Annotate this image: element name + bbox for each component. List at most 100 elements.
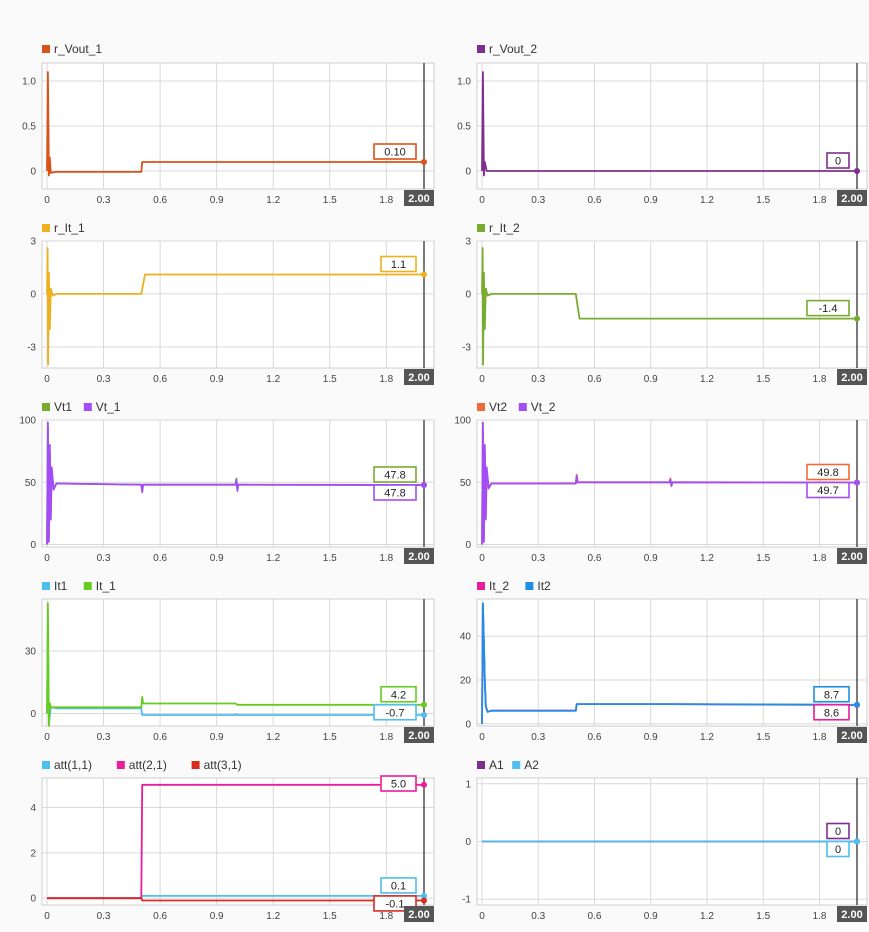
- plot-area[interactable]: [476, 598, 868, 727]
- x-tick-label: 0.3: [97, 732, 111, 743]
- series-line: [481, 247, 857, 366]
- legend-swatch: [477, 582, 485, 590]
- series-end-marker: [421, 892, 427, 899]
- legend-label[interactable]: r_Vout_1: [54, 42, 102, 56]
- legend-swatch: [42, 582, 50, 590]
- x-tick-label: 1.8: [379, 732, 393, 743]
- legend-label[interactable]: Vt_2: [531, 400, 556, 414]
- value-label-box: [826, 840, 850, 858]
- legend-label[interactable]: r_Vout_2: [489, 42, 537, 56]
- x-tick-label: 0.6: [588, 732, 602, 743]
- legend-label[interactable]: It1: [54, 579, 68, 593]
- value-label-box: [806, 299, 850, 317]
- value-label-box: [813, 685, 850, 703]
- value-label: 8.6: [824, 707, 839, 719]
- x-tick-label: 0.9: [210, 374, 224, 385]
- x-tick-label: 1.2: [266, 195, 280, 206]
- x-tick-label: 1.8: [379, 374, 393, 385]
- y-tick-label: 0: [465, 837, 471, 848]
- legend-label[interactable]: A1: [489, 758, 504, 772]
- series-line: [46, 602, 424, 727]
- legend-swatch: [477, 45, 485, 53]
- x-tick-label: 1.5: [756, 553, 770, 564]
- x-tick-label: 1.5: [756, 195, 770, 206]
- x-tick-label: 0: [44, 732, 50, 743]
- series-line: [46, 71, 424, 177]
- value-label-box: [373, 484, 417, 501]
- x-tick-label: 0.3: [97, 911, 111, 922]
- cursor-readout: 2.00: [408, 909, 429, 921]
- series-end-marker: [421, 781, 427, 788]
- legend-swatch: [518, 403, 527, 411]
- cursor-readout-box: [404, 548, 434, 564]
- value-label: 4.2: [391, 689, 406, 701]
- y-tick-label: 0: [30, 894, 36, 905]
- legend-label[interactable]: att(3,1): [204, 758, 242, 772]
- x-tick-label: 0: [44, 911, 50, 922]
- y-tick-label: 4: [30, 803, 36, 814]
- series-line: [481, 421, 858, 545]
- x-tick-label: 0.3: [97, 374, 111, 385]
- value-label: 49.8: [817, 467, 838, 479]
- y-tick-label: 100: [454, 416, 471, 427]
- x-tick-label: 1.8: [813, 374, 827, 385]
- cursor-readout: 2.00: [841, 551, 862, 563]
- cursor-readout-box: [837, 190, 867, 206]
- x-tick-label: 1.5: [756, 732, 770, 743]
- series-end-marker: [421, 271, 427, 278]
- x-tick-label: 0: [479, 195, 485, 206]
- x-tick-label: 1.2: [266, 732, 280, 743]
- y-tick-label: 0: [30, 167, 36, 178]
- legend-label[interactable]: It_1: [96, 579, 116, 593]
- y-tick-label: 0: [465, 540, 471, 551]
- series-end-marker: [421, 701, 427, 708]
- legend-label[interactable]: r_It_1: [54, 221, 85, 235]
- y-tick-label: 3: [465, 237, 471, 248]
- value-label: 5.0: [391, 779, 406, 791]
- x-tick-label: 0: [44, 553, 50, 564]
- cursor-readout: 2.00: [408, 372, 429, 384]
- plot-area[interactable]: [41, 777, 435, 906]
- x-tick-label: 1.8: [813, 553, 827, 564]
- y-tick-label: 0.5: [22, 122, 36, 133]
- x-tick-label: 0: [479, 553, 485, 564]
- value-label-box: [380, 255, 417, 273]
- plot-8: It_2 It2 0 0.3 0.6 0.9 1.2 1.5 1.8 40 20 0 8.7 8.62.0…: [460, 579, 868, 743]
- value-label: -1.4: [819, 303, 838, 315]
- x-tick-label: 0: [44, 195, 50, 206]
- x-tick-label: 1.2: [266, 553, 280, 564]
- value-label: -0.7: [386, 707, 405, 719]
- legend-label[interactable]: It_2: [489, 579, 509, 593]
- legend-label[interactable]: Vt1: [54, 400, 72, 414]
- cursor-readout-box: [837, 906, 867, 922]
- value-label-box: [373, 143, 417, 160]
- legend-swatch: [116, 761, 125, 769]
- y-tick-label: 2: [30, 848, 36, 859]
- value-label-box: [380, 877, 417, 894]
- legend-label[interactable]: att(1,1): [54, 758, 92, 772]
- y-tick-label: 40: [460, 632, 472, 643]
- legend-swatch: [42, 224, 50, 232]
- x-tick-label: 0: [479, 374, 485, 385]
- y-tick-label: 0.5: [457, 122, 471, 133]
- plot-area[interactable]: [41, 240, 435, 369]
- y-tick-label: 0: [30, 709, 36, 720]
- x-tick-label: 0.6: [153, 911, 167, 922]
- legend-swatch: [477, 761, 485, 769]
- legend-label[interactable]: It2: [537, 579, 551, 593]
- cursor-readout: 2.00: [841, 730, 862, 742]
- legend-label[interactable]: r_It_2: [489, 221, 520, 235]
- cursor-readout: 2.00: [408, 193, 429, 205]
- series-line: [47, 897, 424, 902]
- x-tick-label: 0.9: [210, 911, 224, 922]
- legend-label[interactable]: Vt2: [489, 400, 507, 414]
- legend-label[interactable]: A2: [524, 758, 539, 772]
- legend-label[interactable]: Vt_1: [96, 400, 121, 414]
- y-tick-label: 50: [460, 478, 472, 489]
- x-tick-label: 0.9: [210, 553, 224, 564]
- x-tick-label: 0.6: [153, 553, 167, 564]
- legend-label[interactable]: att(2,1): [129, 758, 167, 772]
- y-tick-label: -1: [462, 895, 471, 906]
- legend-swatch: [191, 761, 200, 769]
- x-tick-label: 1.2: [266, 374, 280, 385]
